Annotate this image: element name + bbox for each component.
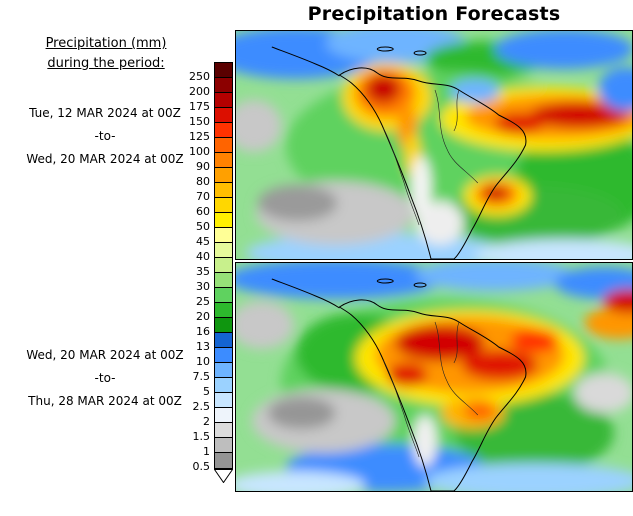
colorbar-label: 40: [196, 250, 210, 263]
colorbar-band: [215, 423, 232, 438]
colorbar-label: 45: [196, 235, 210, 248]
period-top-separator: -to-: [94, 129, 116, 143]
colorbar-label: 175: [189, 100, 210, 113]
colorbar-band: [215, 153, 232, 168]
colorbar-band: [215, 93, 232, 108]
colorbar-band: [215, 318, 232, 333]
colorbar-labels: 250 200 175 150 125 100 90 80 70 60 50 45 40 35 30 25 20…: [176, 62, 211, 473]
map-bottom-image: [236, 263, 632, 491]
colorbar-band: [215, 393, 232, 408]
colorbar-label: 250: [189, 70, 210, 83]
colorbar-label: 90: [196, 160, 210, 173]
colorbar-label: 35: [196, 265, 210, 278]
colorbar-band: [215, 378, 232, 393]
colorbar-label: 25: [196, 295, 210, 308]
colorbar-band: [215, 453, 232, 468]
colorbar-band: [215, 243, 232, 258]
period-top-start: Tue, 12 MAR 2024 at 00Z: [29, 106, 181, 120]
colorbar-label: 50: [196, 220, 210, 233]
colorbar: [214, 62, 233, 469]
colorbar-label: 1.5: [192, 430, 211, 443]
colorbar-label: 20: [196, 310, 210, 323]
period-bottom-separator: -to-: [94, 371, 116, 385]
colorbar-label: 16: [196, 325, 210, 338]
precip-field: [236, 31, 632, 259]
colorbar-label: 100: [189, 145, 210, 158]
colorbar-band: [215, 258, 232, 273]
colorbar-band: [215, 348, 232, 363]
map-panel-top: [235, 30, 633, 260]
legend-heading: Precipitation (mm) during the period:: [8, 34, 204, 74]
colorbar-label: 10: [196, 355, 210, 368]
colorbar-band: [215, 303, 232, 318]
country-borders: [382, 89, 478, 226]
colorbar-label: 125: [189, 130, 210, 143]
period-bottom-end: Thu, 28 MAR 2024 at 00Z: [28, 394, 182, 408]
below-minimum-arrow-icon: [214, 469, 233, 483]
colorbar-label: 70: [196, 190, 210, 203]
colorbar-label: 80: [196, 175, 210, 188]
colorbar-band: [215, 363, 232, 378]
colorbar-label: 0.5: [192, 460, 211, 473]
precip-field: [236, 263, 632, 491]
colorbar-label: 200: [189, 85, 210, 98]
colorbar-band: [215, 78, 232, 93]
colorbar-band: [215, 288, 232, 303]
colorbar-label: 30: [196, 280, 210, 293]
country-borders: [382, 321, 478, 458]
period-bottom: Wed, 20 MAR 2024 at 00Z -to- Thu, 28 MAR…: [2, 344, 208, 413]
period-top-end: Wed, 20 MAR 2024 at 00Z: [26, 152, 184, 166]
colorbar-band: [215, 168, 232, 183]
map-top-image: [236, 31, 632, 259]
colorbar-band: [215, 198, 232, 213]
colorbar-band: [215, 138, 232, 153]
colorbar-label: 150: [189, 115, 210, 128]
colorbar-label: 2: [203, 415, 210, 428]
colorbar-band: [215, 213, 232, 228]
colorbar-band: [215, 273, 232, 288]
map-panel-bottom: [235, 262, 633, 492]
colorbar-label: 2.5: [192, 400, 211, 413]
colorbar-label: 1: [203, 445, 210, 458]
colorbar-band: [215, 438, 232, 453]
figure-title: Precipitation Forecasts: [307, 3, 561, 25]
colorbar-label: 7.5: [192, 370, 211, 383]
period-top: Tue, 12 MAR 2024 at 00Z -to- Wed, 20 MAR…: [2, 102, 208, 171]
colorbar-label: 13: [196, 340, 210, 353]
colorbar-band: [215, 408, 232, 423]
colorbar-band: [215, 333, 232, 348]
legend-colorbar: 250 200 175 150 125 100 90 80 70 60 50 45 40 35 30 25 20…: [189, 62, 233, 483]
colorbar-band: [215, 228, 232, 243]
colorbar-label: 60: [196, 205, 210, 218]
legend-heading-line1: Precipitation (mm): [45, 36, 167, 51]
colorbar-band: [215, 63, 232, 78]
colorbar-label: 5: [203, 385, 210, 398]
legend-heading-line2: during the period:: [47, 56, 165, 71]
colorbar-band: [215, 183, 232, 198]
colorbar-band: [215, 108, 232, 123]
colorbar-band: [215, 123, 232, 138]
period-bottom-start: Wed, 20 MAR 2024 at 00Z: [26, 348, 184, 362]
